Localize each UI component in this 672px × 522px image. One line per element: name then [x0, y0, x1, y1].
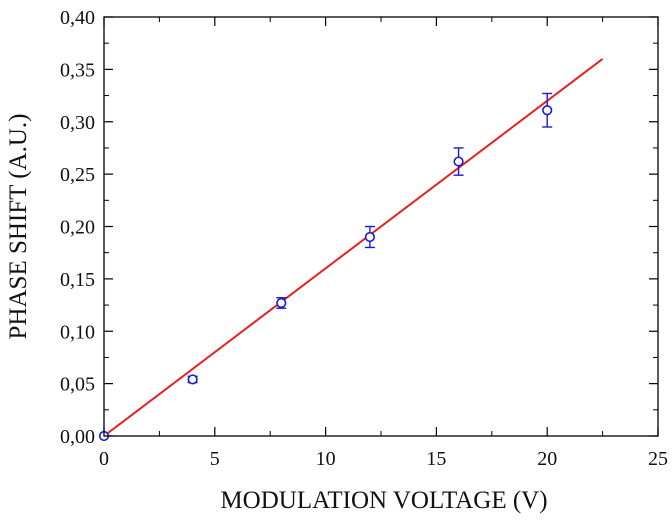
data-point	[187, 374, 198, 385]
x-tick-label: 5	[210, 448, 220, 470]
data-points-layer	[98, 92, 553, 442]
data-point	[364, 225, 376, 249]
y-tick-label: 0,20	[60, 217, 95, 239]
y-tick-label: 0,25	[60, 164, 95, 186]
y-tick-label: 0,10	[60, 321, 95, 343]
x-tick-label: 10	[316, 448, 336, 470]
x-tick-label: 20	[537, 448, 557, 470]
point-marker	[187, 374, 198, 385]
y-tick-label: 0,15	[60, 269, 95, 291]
data-point	[276, 297, 287, 309]
point-marker	[276, 297, 287, 309]
y-axis-title: PHASE SHIFT (A.U.)	[5, 114, 32, 340]
plot-frame	[103, 16, 659, 437]
x-tick-label: 25	[648, 448, 668, 470]
x-tick-label: 15	[426, 448, 446, 470]
data-point	[542, 92, 553, 128]
tick-labels: 0 5 10 15 20 25 0,00 0,05 0,10 0,15 0,20 0,25 0,30 0,…	[60, 7, 668, 470]
y-tick-label: 0,05	[60, 374, 95, 396]
point-marker	[542, 105, 553, 116]
y-tick-label: 0,40	[60, 7, 95, 29]
x-tick-label: 0	[99, 448, 109, 470]
fit-line-layer	[103, 58, 604, 437]
point-marker	[453, 156, 464, 167]
point-marker	[364, 231, 376, 243]
data-point	[453, 147, 464, 176]
y-tick-label: 0,35	[60, 59, 95, 81]
fit-line	[103, 58, 604, 437]
y-tick-label: 0,00	[60, 426, 95, 448]
x-axis-title: MODULATION VOLTAGE (V)	[220, 487, 547, 514]
y-tick-label: 0,30	[60, 112, 95, 134]
